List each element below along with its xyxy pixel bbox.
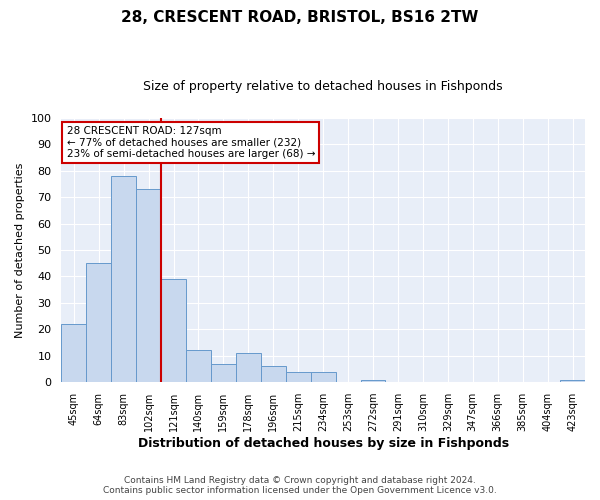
Text: 28 CRESCENT ROAD: 127sqm
← 77% of detached houses are smaller (232)
23% of semi-: 28 CRESCENT ROAD: 127sqm ← 77% of detach… xyxy=(67,126,315,159)
Bar xyxy=(211,364,236,382)
Bar xyxy=(111,176,136,382)
Bar xyxy=(261,366,286,382)
Bar xyxy=(286,372,311,382)
Text: 28, CRESCENT ROAD, BRISTOL, BS16 2TW: 28, CRESCENT ROAD, BRISTOL, BS16 2TW xyxy=(121,10,479,25)
Bar xyxy=(311,372,335,382)
Bar xyxy=(161,279,186,382)
X-axis label: Distribution of detached houses by size in Fishponds: Distribution of detached houses by size … xyxy=(137,437,509,450)
Bar xyxy=(236,353,261,382)
Title: Size of property relative to detached houses in Fishponds: Size of property relative to detached ho… xyxy=(143,80,503,93)
Bar xyxy=(361,380,385,382)
Bar xyxy=(186,350,211,382)
Bar xyxy=(86,263,111,382)
Bar xyxy=(136,189,161,382)
Text: Contains HM Land Registry data © Crown copyright and database right 2024.
Contai: Contains HM Land Registry data © Crown c… xyxy=(103,476,497,495)
Y-axis label: Number of detached properties: Number of detached properties xyxy=(15,162,25,338)
Bar xyxy=(560,380,585,382)
Bar xyxy=(61,324,86,382)
